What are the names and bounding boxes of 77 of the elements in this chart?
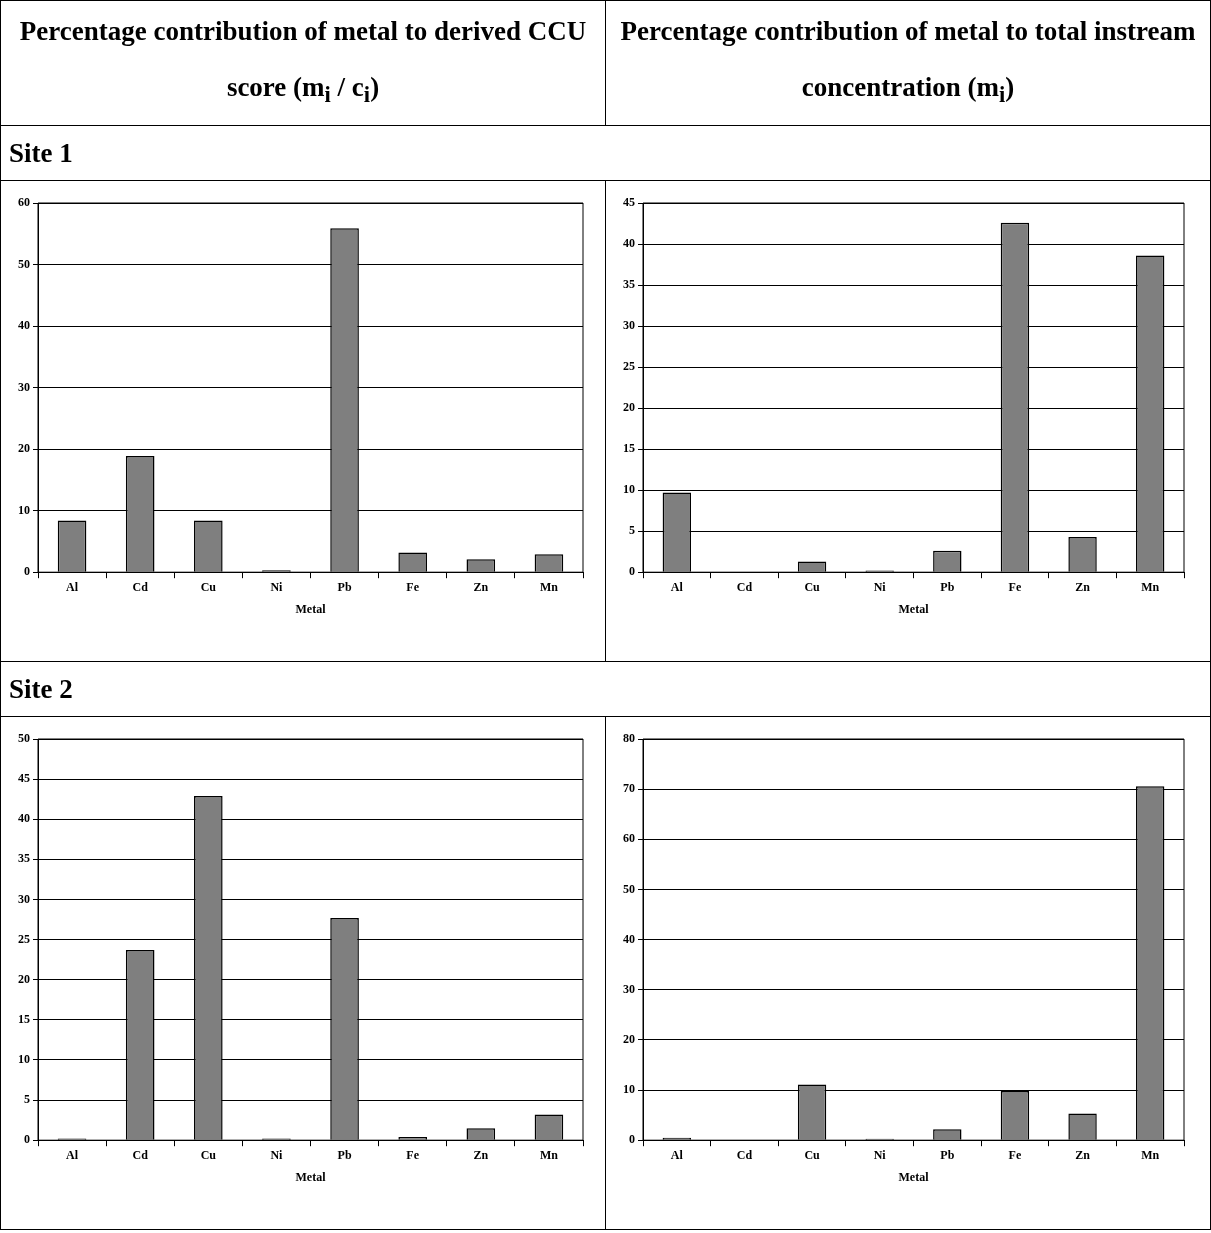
- y-tick-label: 40: [18, 318, 30, 333]
- x-axis-title: Metal: [295, 601, 327, 616]
- y-tick-label: 20: [18, 441, 30, 456]
- y-tick-label: 30: [623, 318, 635, 333]
- x-tick-label: Cu: [804, 1148, 821, 1163]
- x-tick-label: Cd: [132, 1148, 149, 1163]
- y-tick-label: 0: [24, 1132, 30, 1147]
- x-tick-label: Mn: [539, 1148, 559, 1163]
- y-tick-label: 35: [623, 277, 635, 292]
- chart-title: Percentage contribution of metal to total instream concentration (m$_{i}$): [605, 0, 1211, 126]
- y-tick-label: 10: [623, 482, 635, 497]
- y-tick-label: 0: [629, 564, 635, 579]
- y-tick-label: 5: [629, 523, 635, 538]
- x-tick-label: Al: [66, 580, 79, 595]
- x-tick-label: Pb: [940, 1148, 955, 1163]
- y-tick-label: 10: [623, 1082, 635, 1097]
- y-tick-label: 50: [18, 731, 30, 746]
- x-tick-label: Mn: [1141, 580, 1160, 595]
- y-tick-label: 80: [623, 731, 635, 746]
- x-tick-label: Ni: [873, 580, 887, 595]
- y-tick-label: 25: [623, 359, 635, 374]
- y-tick-label: 15: [18, 1011, 30, 1026]
- y-tick-label: 15: [623, 441, 635, 456]
- x-tick-label: Cu: [200, 1148, 217, 1163]
- y-tick-label: 60: [623, 831, 635, 846]
- y-tick-label: 30: [18, 379, 30, 394]
- y-tick-label: 30: [623, 981, 635, 996]
- x-tick-label: Pb: [337, 1148, 352, 1163]
- x-tick-label: Fe: [1008, 1148, 1022, 1163]
- x-tick-label: Zn: [1075, 580, 1091, 595]
- x-tick-label: Zn: [1075, 1148, 1091, 1163]
- x-tick-label: Al: [670, 1148, 684, 1163]
- y-tick-label: 50: [18, 256, 30, 271]
- y-tick-label: 35: [18, 851, 30, 866]
- x-axis-title: Metal: [898, 1169, 930, 1184]
- x-tick-label: Zn: [473, 580, 489, 595]
- y-tick-label: 20: [623, 400, 635, 415]
- x-axis-title: Metal: [295, 1169, 327, 1184]
- x-tick-label: Cd: [736, 580, 753, 595]
- x-tick-label: Fe: [406, 1148, 420, 1163]
- y-tick-label: 40: [623, 236, 635, 251]
- x-tick-label: Pb: [337, 580, 352, 595]
- x-tick-label: Fe: [406, 580, 420, 595]
- x-tick-label: Cu: [200, 580, 217, 595]
- x-tick-label: Al: [66, 1148, 79, 1163]
- y-tick-label: 40: [623, 931, 635, 946]
- y-tick-label: 50: [623, 881, 635, 896]
- x-tick-label: Zn: [473, 1148, 489, 1163]
- y-tick-label: 10: [18, 1052, 30, 1067]
- y-tick-label: 30: [18, 891, 30, 906]
- chart-subtitle: Site 2: [0, 661, 1211, 717]
- x-tick-label: Mn: [539, 580, 559, 595]
- x-tick-label: Mn: [1141, 1148, 1160, 1163]
- y-tick-label: 0: [629, 1132, 635, 1147]
- y-tick-label: 25: [18, 931, 30, 946]
- y-tick-label: 20: [18, 971, 30, 986]
- x-tick-label: Ni: [270, 580, 284, 595]
- x-tick-label: Ni: [873, 1148, 887, 1163]
- x-tick-label: Fe: [1008, 580, 1022, 595]
- x-tick-label: Cd: [132, 580, 149, 595]
- x-tick-label: Cu: [804, 580, 821, 595]
- y-tick-label: 45: [623, 195, 635, 210]
- y-tick-label: 70: [623, 781, 635, 796]
- x-tick-label: Pb: [940, 580, 955, 595]
- y-tick-label: 10: [18, 502, 30, 517]
- x-tick-label: Cd: [736, 1148, 753, 1163]
- y-tick-label: 20: [623, 1031, 635, 1046]
- x-tick-label: Ni: [270, 1148, 284, 1163]
- y-tick-label: 60: [18, 195, 30, 210]
- y-tick-label: 0: [24, 564, 30, 579]
- x-tick-label: Al: [670, 580, 684, 595]
- x-axis-title: Metal: [898, 601, 930, 616]
- chart-subtitle: Site 1: [0, 125, 1211, 181]
- y-tick-label: 40: [18, 811, 30, 826]
- y-tick-label: 5: [24, 1092, 30, 1107]
- chart-title: Percentage contribution of metal to derived CCU score (m$_{i}$ / c$_{i}$): [0, 0, 606, 126]
- y-tick-label: 45: [18, 771, 30, 786]
